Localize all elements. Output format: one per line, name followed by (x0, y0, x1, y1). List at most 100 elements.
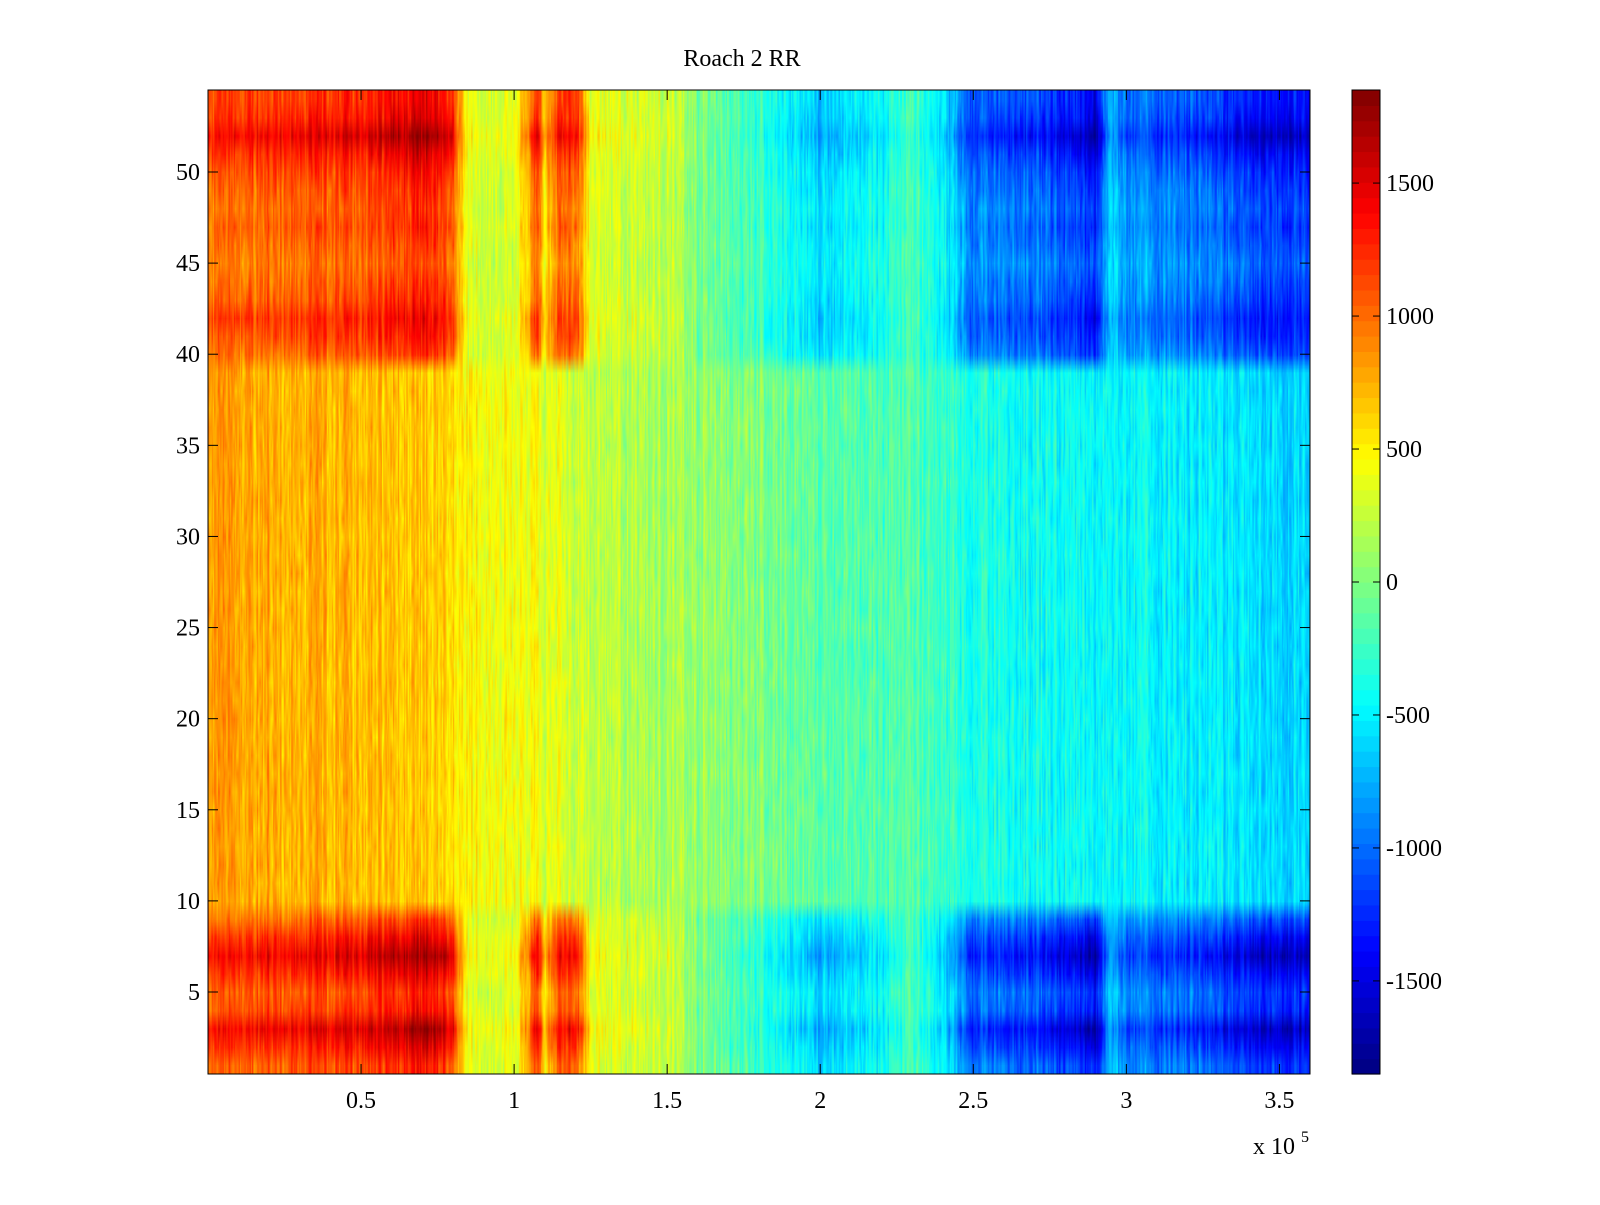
colorbar-swatch (1352, 582, 1380, 598)
colorbar-swatch (1352, 1027, 1380, 1044)
colorbar-swatch (1352, 612, 1380, 629)
colorbar-swatch (1352, 274, 1380, 291)
colorbar-swatch (1352, 843, 1380, 860)
colorbar-swatch (1352, 766, 1380, 783)
y-tick-label: 40 (176, 342, 200, 368)
colorbar-swatch (1352, 336, 1380, 352)
x-tick-label: 3.5 (1264, 1088, 1294, 1114)
y-tick-label: 25 (176, 616, 200, 642)
colorbar-tick-label: -500 (1386, 703, 1430, 729)
y-tick-label: 35 (176, 433, 200, 459)
heatmap-cells (208, 90, 1310, 1074)
colorbar-swatch (1352, 643, 1380, 660)
colorbar-swatch (1352, 997, 1380, 1014)
colorbar-swatch (1352, 597, 1380, 614)
colorbar-swatch (1352, 720, 1380, 737)
colorbar-swatch (1352, 213, 1380, 229)
colorbar-swatch (1352, 889, 1380, 906)
colorbar-swatch (1352, 966, 1380, 983)
colorbar-swatch (1352, 874, 1380, 891)
colorbar-swatch (1352, 981, 1380, 998)
colorbar-swatch (1352, 412, 1380, 429)
y-tick-label: 20 (176, 707, 200, 733)
colorbar-swatch (1352, 1058, 1380, 1075)
colorbar-gradient (1352, 90, 1380, 1075)
x-tick-label: 0.5 (346, 1088, 376, 1114)
y-tick-label: 50 (176, 160, 200, 186)
colorbar-tick-label: 1000 (1386, 304, 1434, 330)
colorbar-swatch (1352, 320, 1380, 337)
colorbar: 1500 1000 500 0 -500 -1000 -1500 (1351, 89, 1442, 1075)
colorbar-swatch (1352, 259, 1380, 276)
colorbar-swatch (1352, 305, 1380, 322)
colorbar-swatch (1352, 1012, 1380, 1029)
colorbar-swatch (1352, 166, 1380, 183)
colorbar-swatch (1352, 182, 1380, 199)
x-exponent-label: x 10 5 (1253, 1129, 1309, 1160)
colorbar-swatch (1352, 935, 1380, 952)
y-tick-label: 10 (176, 889, 200, 915)
colorbar-tick-label: -1500 (1386, 969, 1442, 995)
x-exponent-base: x 10 (1253, 1134, 1295, 1160)
x-tick-label: 2 (814, 1088, 826, 1114)
colorbar-swatch (1352, 197, 1380, 214)
colorbar-tick-label: 500 (1386, 437, 1422, 463)
colorbar-swatch (1352, 459, 1380, 475)
colorbar-swatch (1352, 428, 1380, 445)
colorbar-swatch (1352, 658, 1380, 675)
x-exponent-power: 5 (1301, 1129, 1309, 1146)
y-tick-label: 30 (176, 524, 200, 550)
colorbar-swatch (1352, 474, 1380, 491)
colorbar-swatch (1352, 136, 1380, 153)
colorbar-swatch (1352, 781, 1380, 798)
x-tick-label: 3 (1120, 1088, 1132, 1114)
colorbar-swatch (1352, 674, 1380, 691)
y-tick-label: 15 (176, 798, 200, 824)
colorbar-swatch (1352, 689, 1380, 706)
colorbar-swatch (1352, 489, 1380, 506)
colorbar-swatch (1352, 443, 1380, 460)
colorbar-swatch (1352, 1043, 1380, 1060)
colorbar-tick-label: -1000 (1386, 836, 1442, 862)
colorbar-swatch (1352, 828, 1380, 844)
colorbar-swatch (1352, 228, 1380, 245)
colorbar-swatch (1352, 812, 1380, 829)
colorbar-tick-label: 1500 (1386, 171, 1434, 197)
y-tick-label: 45 (176, 251, 200, 277)
colorbar-swatch (1352, 351, 1380, 368)
colorbar-swatch (1352, 120, 1380, 137)
colorbar-swatch (1352, 904, 1380, 921)
colorbar-swatch (1352, 628, 1380, 645)
x-ticks: 0.5 1 1.5 2 2.5 3 3.5 (346, 90, 1294, 1114)
y-tick-label: 5 (188, 980, 200, 1006)
colorbar-swatch (1352, 735, 1380, 752)
plot-area: 0.5 1 1.5 2 2.5 3 3.5 5 10 15 20 25 30 35 40 45 50 (176, 89, 1311, 1114)
colorbar-swatch (1352, 289, 1380, 306)
y-ticks: 5 10 15 20 25 30 35 40 45 50 (176, 160, 1310, 1006)
colorbar-swatch (1352, 858, 1380, 875)
colorbar-swatch (1352, 243, 1380, 260)
colorbar-ticks: 1500 1000 500 0 -500 -1000 -1500 (1352, 171, 1442, 995)
colorbar-swatch (1352, 505, 1380, 522)
colorbar-swatch (1352, 520, 1380, 537)
colorbar-swatch (1352, 551, 1380, 568)
colorbar-swatch (1352, 797, 1380, 814)
colorbar-swatch (1352, 397, 1380, 414)
colorbar-swatch (1352, 951, 1380, 967)
colorbar-swatch (1352, 151, 1380, 168)
colorbar-swatch (1352, 90, 1380, 106)
colorbar-swatch (1352, 366, 1380, 383)
colorbar-frame (1351, 89, 1381, 1075)
plot-frame (207, 89, 1311, 1075)
colorbar-swatch (1352, 920, 1380, 937)
colorbar-swatch (1352, 566, 1380, 583)
x-tick-label: 1.5 (652, 1088, 682, 1114)
x-tick-label: 1 (508, 1088, 520, 1114)
colorbar-swatch (1352, 382, 1380, 399)
chart-title: Roach 2 RR (683, 46, 800, 72)
colorbar-tick-label: 0 (1386, 570, 1398, 596)
colorbar-swatch (1352, 105, 1380, 122)
x-tick-label: 2.5 (958, 1088, 988, 1114)
